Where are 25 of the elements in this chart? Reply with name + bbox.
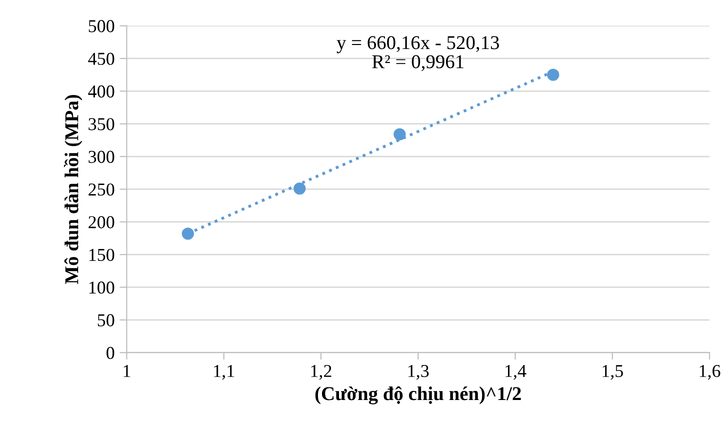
point	[294, 182, 306, 195]
x-tick-label: 1,1	[214, 365, 234, 380]
y-tick-label: 50	[98, 314, 114, 326]
point	[547, 68, 560, 81]
x-tick-label: 1,6	[700, 364, 720, 380]
y-axis-title: Mô đun đàn hồi (MPa)	[64, 94, 82, 284]
y-tick-label: 300	[88, 150, 114, 163]
y-tick-label: 0	[106, 346, 114, 360]
x-axis-title: (Cường độ chịu nén)^1/2	[315, 386, 521, 404]
y-tick-label: 500	[88, 20, 114, 32]
y-tick-label: 150	[89, 248, 114, 261]
y-tick-label: 200	[88, 216, 114, 228]
x-tick-label: 1,5	[602, 365, 623, 380]
annotation: y = 660,16x - 520,13 R² = 0,9961	[336, 36, 499, 72]
point	[182, 228, 194, 240]
y-tick-label: 450	[88, 52, 114, 65]
x-tick-label: 1,4	[506, 365, 526, 380]
x-tick-label: 1,2	[311, 364, 332, 380]
y-tick-label: 400	[88, 85, 114, 98]
y-tick-label: 250	[88, 183, 114, 196]
x-tick-label: 1	[124, 365, 130, 377]
y-tick-label: 100	[89, 281, 114, 294]
y-tick-label: 350	[88, 118, 114, 130]
point	[394, 128, 406, 140]
x-tick-label: 1,3	[408, 364, 429, 380]
